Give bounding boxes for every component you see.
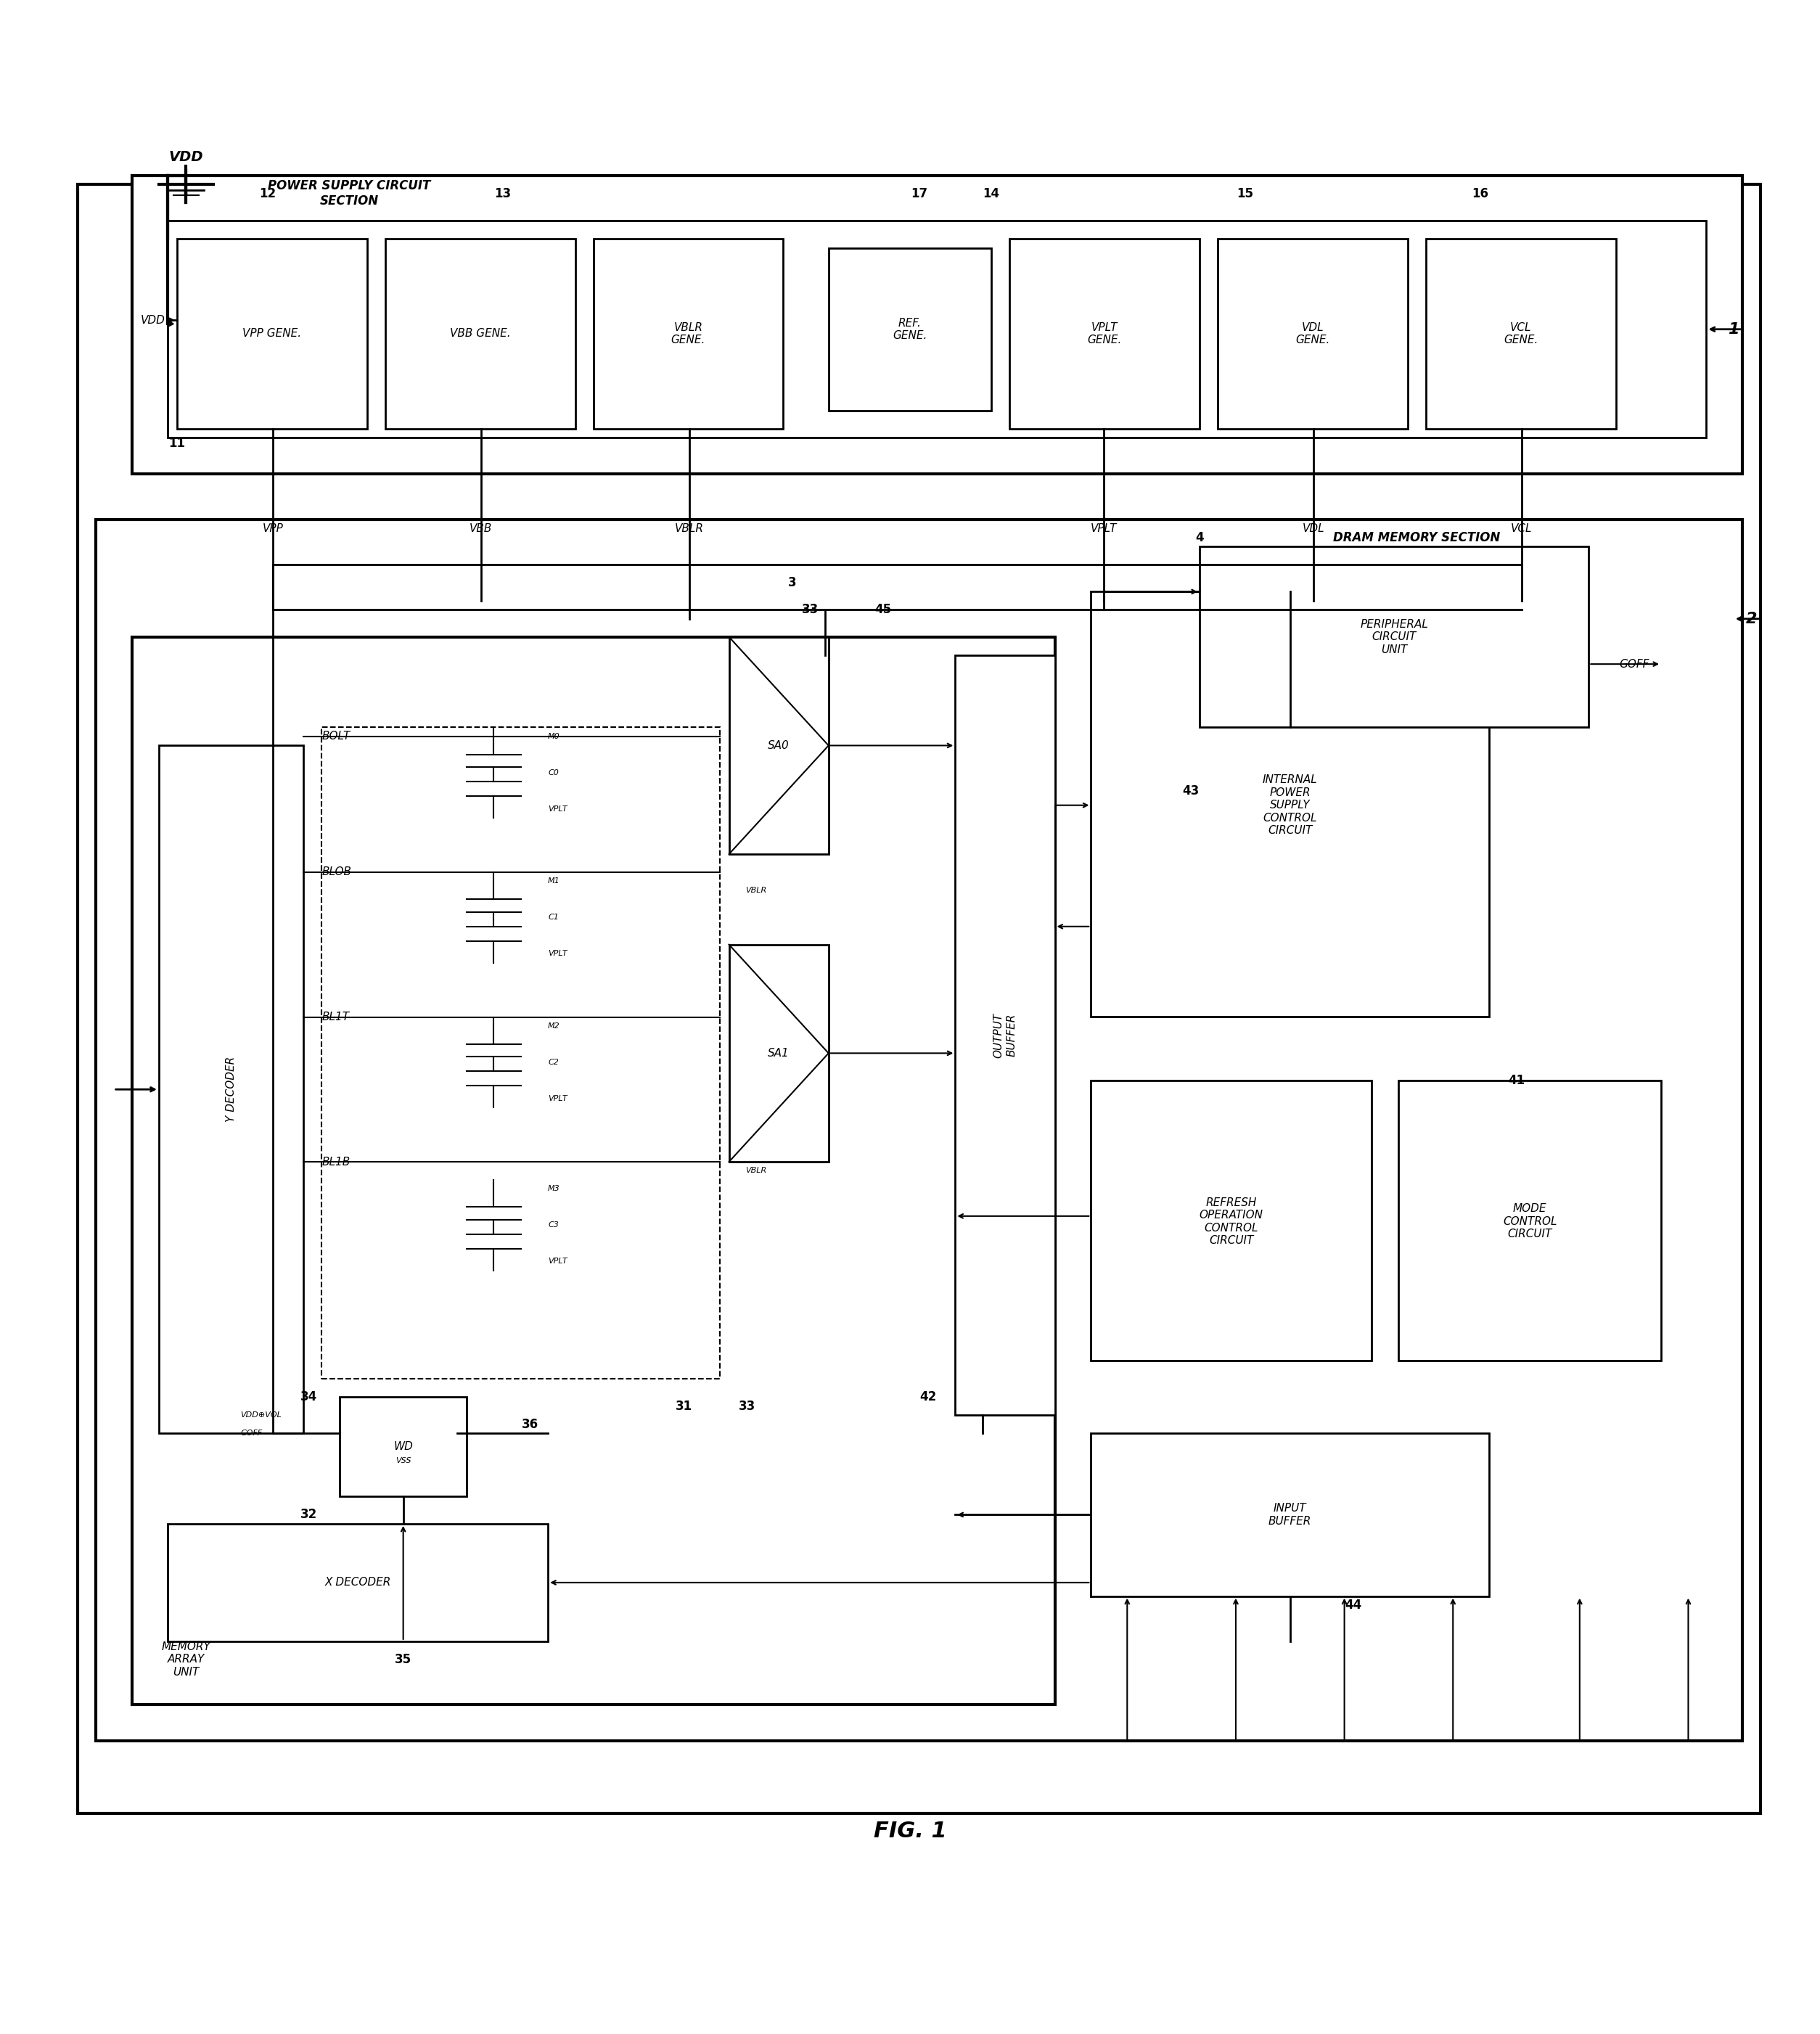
Text: VBLR: VBLR	[675, 523, 704, 533]
Text: 31: 31	[675, 1399, 692, 1414]
Text: VBB: VBB	[470, 523, 493, 533]
Text: GOFF: GOFF	[1620, 659, 1649, 669]
Bar	[828, 248, 992, 411]
Text: GOFF: GOFF	[240, 1430, 262, 1436]
Text: VPLT: VPLT	[548, 950, 568, 958]
Text: 43: 43	[1183, 785, 1199, 797]
Text: Y DECODER: Y DECODER	[226, 1056, 237, 1123]
Text: X DECODER: X DECODER	[324, 1576, 391, 1589]
Text: 15: 15	[1236, 187, 1254, 199]
Text: M0: M0	[548, 732, 561, 740]
Bar	[131, 637, 1056, 1704]
Bar	[1090, 1434, 1489, 1597]
Text: VCL: VCL	[1511, 523, 1532, 533]
Text: VBLR
GENE.: VBLR GENE.	[672, 321, 706, 346]
Text: C1: C1	[548, 913, 559, 921]
Text: VPLT: VPLT	[548, 805, 568, 812]
Text: 17: 17	[910, 187, 928, 199]
Text: MEMORY
ARRAY
UNIT: MEMORY ARRAY UNIT	[162, 1641, 211, 1678]
Bar	[1400, 1080, 1662, 1361]
Bar	[730, 944, 828, 1161]
Text: VPLT: VPLT	[548, 1257, 568, 1265]
Text: 33: 33	[739, 1399, 755, 1414]
Bar	[730, 637, 828, 854]
Text: VPLT: VPLT	[1090, 523, 1117, 533]
Text: VPLT: VPLT	[548, 1094, 568, 1102]
Text: 36: 36	[522, 1418, 539, 1430]
Bar	[1218, 238, 1407, 429]
Text: VDD⊕VOL: VDD⊕VOL	[240, 1412, 282, 1420]
Bar	[167, 220, 1707, 437]
Text: 13: 13	[495, 187, 511, 199]
Text: SA0: SA0	[768, 740, 790, 751]
Bar	[1425, 238, 1616, 429]
Bar	[177, 238, 368, 429]
Text: VDD: VDD	[169, 151, 204, 165]
Text: DRAM MEMORY SECTION: DRAM MEMORY SECTION	[1334, 531, 1500, 543]
Text: C2: C2	[548, 1058, 559, 1066]
Text: 35: 35	[395, 1654, 411, 1666]
Text: FIG. 1: FIG. 1	[874, 1820, 946, 1843]
Text: 45: 45	[874, 604, 892, 616]
Text: C3: C3	[548, 1222, 559, 1229]
Text: 44: 44	[1345, 1599, 1361, 1611]
Text: BLOB: BLOB	[322, 866, 351, 877]
Text: 11: 11	[169, 437, 186, 450]
Text: VBLR: VBLR	[746, 887, 766, 893]
Text: VPP: VPP	[262, 523, 284, 533]
Bar	[131, 175, 1742, 474]
Text: REFRESH
OPERATION
CONTROL
CIRCUIT: REFRESH OPERATION CONTROL CIRCUIT	[1199, 1198, 1263, 1247]
Bar	[158, 746, 304, 1434]
Text: POWER SUPPLY CIRCUIT
SECTION: POWER SUPPLY CIRCUIT SECTION	[268, 179, 430, 207]
Bar	[1090, 592, 1489, 1017]
Bar	[1090, 1080, 1372, 1361]
Text: VSS: VSS	[395, 1456, 411, 1464]
Text: BOLT: BOLT	[322, 730, 349, 742]
Text: C0: C0	[548, 769, 559, 777]
Bar	[95, 519, 1742, 1741]
Bar	[1010, 238, 1199, 429]
Bar	[956, 655, 1056, 1416]
Text: 41: 41	[1509, 1074, 1525, 1086]
Text: WD: WD	[393, 1442, 413, 1452]
Text: M2: M2	[548, 1023, 561, 1029]
Text: SA1: SA1	[768, 1048, 790, 1058]
Text: VPP GENE.: VPP GENE.	[242, 327, 302, 340]
Text: 16: 16	[1472, 187, 1489, 199]
Text: VBB GENE.: VBB GENE.	[450, 327, 510, 340]
Text: 12: 12	[258, 187, 277, 199]
Text: VBLR: VBLR	[746, 1168, 766, 1174]
Text: OUTPUT
BUFFER: OUTPUT BUFFER	[994, 1013, 1017, 1058]
Bar	[340, 1397, 466, 1497]
Text: 32: 32	[300, 1507, 317, 1521]
Text: VDL
GENE.: VDL GENE.	[1296, 321, 1330, 346]
Text: 3: 3	[788, 576, 797, 590]
Text: 2: 2	[1745, 612, 1758, 626]
Bar	[1199, 547, 1589, 728]
Bar	[386, 238, 575, 429]
Text: 34: 34	[300, 1391, 317, 1403]
Text: BL1T: BL1T	[322, 1011, 349, 1023]
Text: 33: 33	[803, 604, 819, 616]
Text: 14: 14	[983, 187, 999, 199]
Text: PERIPHERAL
CIRCUIT
UNIT: PERIPHERAL CIRCUIT UNIT	[1360, 618, 1429, 655]
Bar	[167, 1523, 548, 1641]
Text: M3: M3	[548, 1186, 561, 1192]
Text: 4: 4	[1196, 531, 1203, 543]
Text: INTERNAL
POWER
SUPPLY
CONTROL
CIRCUIT: INTERNAL POWER SUPPLY CONTROL CIRCUIT	[1263, 775, 1318, 836]
Text: BL1B: BL1B	[322, 1157, 349, 1168]
Text: INPUT
BUFFER: INPUT BUFFER	[1269, 1503, 1312, 1526]
Text: M1: M1	[548, 877, 561, 885]
Text: VDL: VDL	[1303, 523, 1325, 533]
Text: VDD: VDD	[140, 315, 166, 325]
Text: VPLT
GENE.: VPLT GENE.	[1087, 321, 1121, 346]
Text: 42: 42	[919, 1391, 937, 1403]
Text: 1: 1	[1727, 321, 1740, 336]
Bar	[322, 728, 721, 1379]
Bar	[593, 238, 783, 429]
Text: VCL
GENE.: VCL GENE.	[1503, 321, 1538, 346]
Text: MODE
CONTROL
CIRCUIT: MODE CONTROL CIRCUIT	[1503, 1204, 1556, 1239]
Text: REF.
GENE.: REF. GENE.	[894, 317, 926, 342]
